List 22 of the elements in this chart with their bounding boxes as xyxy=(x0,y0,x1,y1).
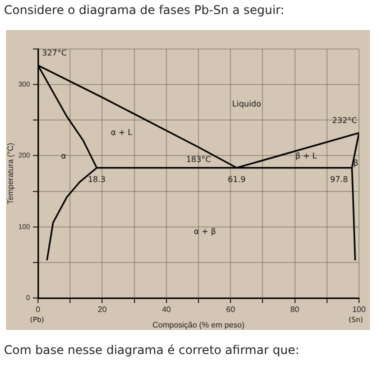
annotation: 18.3 xyxy=(88,174,106,184)
x-axis-title: Composição (% em peso) xyxy=(152,320,245,330)
annotation: α + β xyxy=(194,226,216,236)
annotation: 183°C xyxy=(186,154,212,164)
text: Com base nesse diagrama é correto afirmar que: xyxy=(4,343,300,357)
annotation: β xyxy=(353,158,358,168)
chart-title: Considere o diagrama de fases Pb-Sn a seguir: xyxy=(4,3,284,17)
x-tick-label: 0 xyxy=(36,305,41,314)
annotation: α + L xyxy=(110,128,133,137)
x-tick-label: 80 xyxy=(290,305,300,314)
x-tick-label: 100 xyxy=(352,305,366,314)
annotation: α xyxy=(61,151,66,160)
y-axis-title: Temperatura (°C) xyxy=(6,142,16,204)
x-tick-label: 40 xyxy=(162,305,172,314)
annotation: 61.9 xyxy=(228,174,246,184)
annotation: β + L xyxy=(295,151,318,160)
annotation: 232°C xyxy=(332,116,358,126)
x-tick-label: 20 xyxy=(98,305,108,314)
x-tick-label: 60 xyxy=(226,305,236,314)
annotation: 97.8 xyxy=(330,174,348,184)
annotation: 327°C xyxy=(42,48,68,58)
annotation: Liquido xyxy=(232,100,262,109)
